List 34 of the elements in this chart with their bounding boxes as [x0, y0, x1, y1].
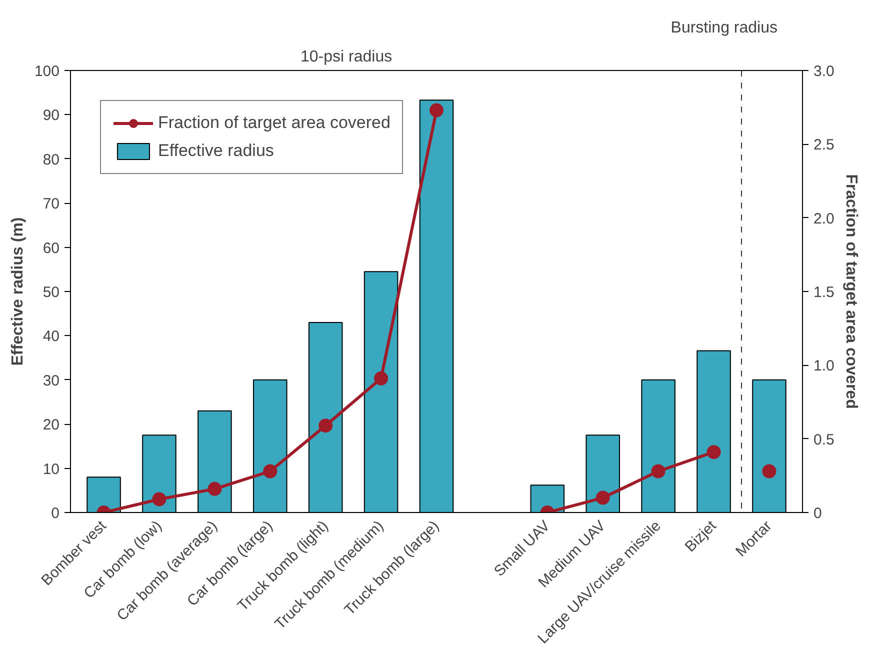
- y2-tick-label: 3.0: [814, 63, 834, 80]
- y-tick-label: 10: [42, 460, 60, 478]
- y2-tick-label: 1.5: [814, 284, 834, 301]
- y-axis-title: Effective radius (m): [9, 217, 26, 366]
- y-tick-label: 50: [42, 284, 60, 301]
- point: [374, 371, 388, 386]
- y2-tick-label: 0.5: [814, 431, 834, 448]
- point: [706, 445, 721, 460]
- point: [152, 492, 166, 506]
- y2-tick-label: 1.0: [814, 358, 834, 375]
- y2-tick-label: 0: [814, 505, 822, 522]
- text: 10-psi radius: [300, 48, 392, 66]
- y-tick-label: 20: [42, 416, 60, 434]
- text: Bursting radius: [670, 20, 778, 36]
- legend-label: Effective radius: [158, 141, 274, 161]
- y-tick-label: 70: [42, 196, 60, 213]
- y-tick-label: 30: [42, 372, 60, 390]
- y-tick-label: 40: [42, 328, 60, 346]
- y2-tick-label: 2.0: [814, 210, 834, 228]
- y-tick-label: 100: [34, 63, 60, 80]
- point: [651, 464, 666, 478]
- point: [208, 482, 222, 496]
- point: [596, 490, 610, 505]
- y2-tick-label: 2.5: [814, 136, 834, 154]
- y-tick-label: 0: [51, 505, 60, 522]
- point: [762, 464, 776, 478]
- y-tick-label: 60: [42, 240, 60, 257]
- y2-axis-title: Fraction of target area covered: [842, 174, 860, 409]
- legend-label: Fraction of target area covered: [158, 113, 390, 133]
- y-tick-label: 90: [42, 107, 60, 124]
- point: [263, 464, 278, 478]
- y-tick-label: 80: [42, 151, 60, 168]
- point: [318, 418, 333, 433]
- point: [430, 103, 444, 118]
